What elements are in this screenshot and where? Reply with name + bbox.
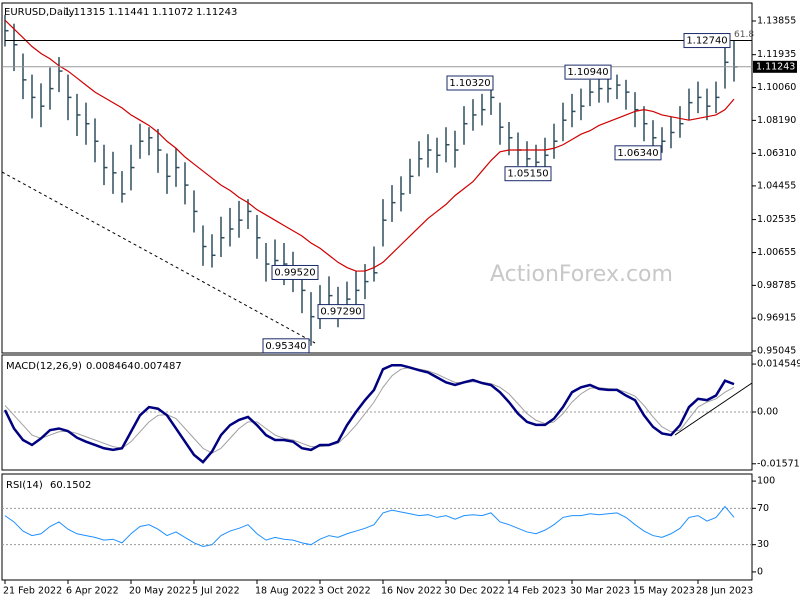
annotation-box [446,75,494,91]
rsi-title: RSI(14) [6,480,43,491]
price-panel [1,2,753,354]
x-tick-label: 30 Dec 2022 [444,586,505,597]
annotation-box [271,264,319,280]
macd-title: MACD(12,26,9) [6,361,82,372]
rsi-line [4,505,735,548]
y-tick-label: 1.02535 [757,214,796,225]
annotation-label: 1.12740 [686,36,727,47]
y-tick-label: 0 [757,566,763,577]
y-tick-label: 30 [757,539,769,550]
x-tick-label: 3 Oct 2022 [318,586,371,597]
current-price-label: 1.11243 [756,61,795,72]
y-tick-label: 1.13855 [757,15,796,26]
x-tick-label: 21 Feb 2022 [3,586,62,597]
y-tick-label: 1.10060 [757,82,796,93]
annotation-label: 1.06340 [617,148,658,159]
y-tick-label: 1.00655 [757,247,796,258]
moving-average [4,19,735,272]
macd-trend-line [674,382,753,436]
y-tick-label: 1.08190 [757,115,796,126]
x-tick-label: 16 Nov 2022 [381,586,442,597]
signal-value: 0.007487 [134,361,182,372]
watermark: ActionForex.com [490,262,673,287]
header-low: 1.11072 [152,7,193,18]
price-title: EURUSD,Daily [4,7,75,18]
trend-line [1,171,316,344]
x-tick-label: 6 Apr 2022 [66,586,119,597]
annotation-label: 1.10940 [567,67,608,78]
rsi-panel [1,473,753,581]
annotation-box [614,145,662,161]
annotation-label: 1.05150 [507,169,548,180]
y-tick-label: 1.04455 [757,180,796,191]
y-tick-label: 1.06310 [757,148,796,159]
y-tick-label: 1.11935 [757,49,796,60]
x-tick-label: 20 May 2022 [129,586,191,597]
y-tick-label: 70 [757,503,769,514]
current-price-box [753,60,797,73]
y-tick-label: -0.015712 [757,458,800,469]
x-tick-label: 15 May 2023 [633,586,695,597]
header-open: 1.11315 [64,7,105,18]
y-tick-label: 100 [757,476,775,487]
annotation-label: 0.97290 [320,307,361,318]
y-tick-label: 0.014549 [757,359,800,370]
y-tick-label: 0.98785 [757,280,796,291]
macd-value: 0.008464 [86,361,134,372]
x-tick-label: 14 Feb 2023 [507,586,566,597]
x-tick-label: 5 Jul 2022 [192,586,240,597]
annotation-label: 1.10320 [449,78,490,89]
annotation-box [504,166,552,182]
signal-line [4,367,735,454]
annotation-box [683,33,731,49]
rsi-value: 60.1502 [50,480,91,491]
annotation-label: 0.99520 [274,267,315,278]
x-tick-label: 30 Mar 2023 [570,586,630,597]
macd-line [3,363,735,464]
header-high: 1.11441 [108,7,149,18]
annotation-label: 0.95340 [265,341,306,352]
fib-label: 61.8 [734,30,754,40]
header-close: 1.11243 [196,7,237,18]
x-tick-label: 28 Jun 2023 [696,586,753,597]
y-tick-label: 0.00 [757,407,778,418]
annotation-box [564,64,612,80]
x-tick-label: 18 Aug 2022 [255,586,316,597]
annotation-box [317,304,365,320]
y-tick-label: 0.95045 [757,345,796,356]
annotation-box [262,338,310,354]
y-tick-label: 0.96915 [757,313,796,324]
